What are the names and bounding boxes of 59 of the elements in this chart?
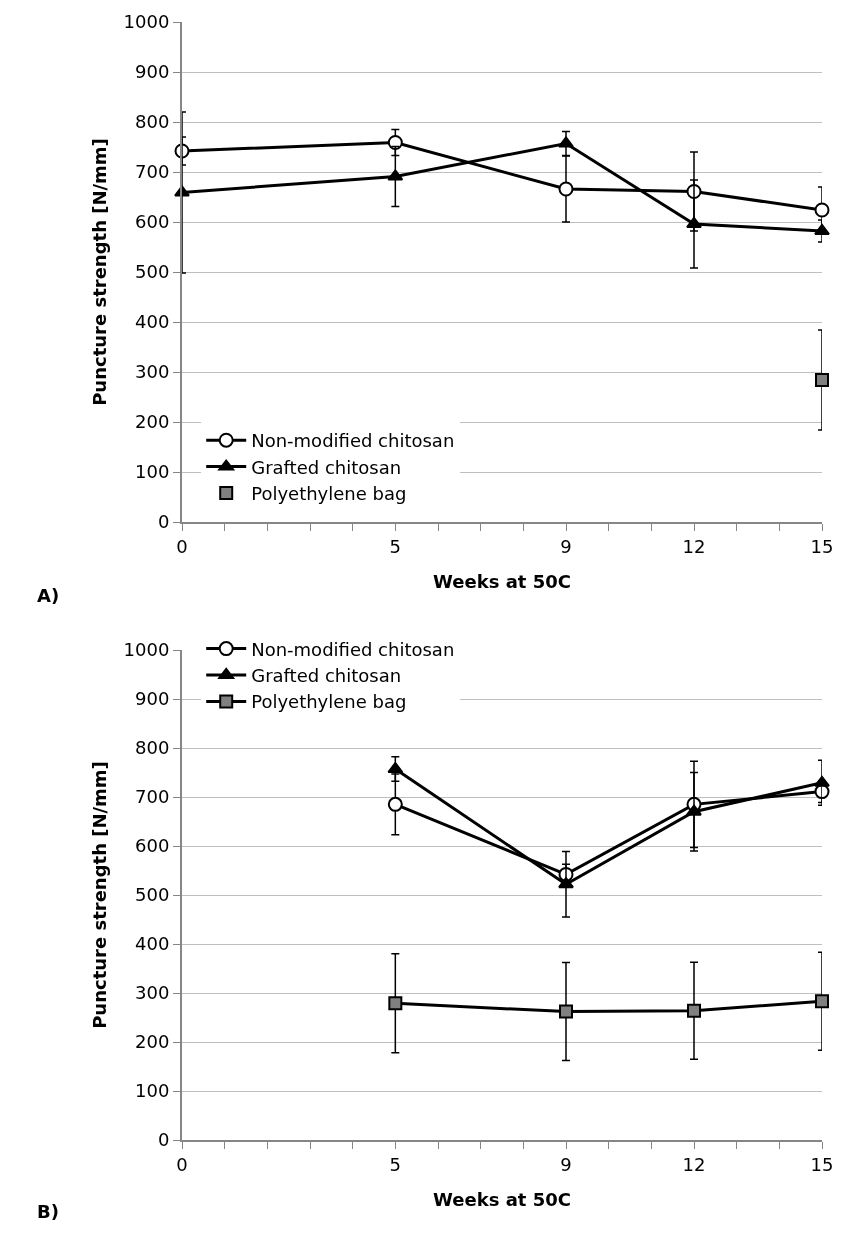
y-tick-label: 1000 xyxy=(123,11,170,33)
y-tick-label: 800 xyxy=(135,737,170,759)
point xyxy=(559,1004,573,1019)
x-tick-label: 9 xyxy=(560,535,572,557)
point xyxy=(687,1003,701,1018)
y-tick-label: 300 xyxy=(135,982,170,1004)
y-tick-label: 400 xyxy=(135,933,170,955)
point xyxy=(558,181,574,197)
x-tick-label: 12 xyxy=(682,1153,706,1175)
x-axis-title: Weeks at 50C xyxy=(433,571,571,593)
legend-label: Polyethylene bag xyxy=(251,483,407,505)
point xyxy=(814,775,830,787)
y-tick-label: 200 xyxy=(135,411,170,433)
point xyxy=(387,135,403,150)
y-tick-label: 100 xyxy=(135,1080,170,1102)
y-tick-label: 600 xyxy=(135,211,170,233)
y-tick-label: 800 xyxy=(135,111,170,133)
legend-label: Grafted chitosan xyxy=(251,665,402,687)
legend-label: Non-modified chitosan xyxy=(251,430,455,452)
y-tick-label: 200 xyxy=(135,1031,170,1053)
legend-label: Grafted chitosan xyxy=(251,456,402,478)
y-tick-label: 700 xyxy=(135,161,170,183)
y-tick-label: 500 xyxy=(135,261,170,283)
point xyxy=(387,762,404,774)
text: A) xyxy=(37,585,60,606)
x-tick-label: 15 xyxy=(810,1153,834,1175)
y-axis-title: Puncture strength [N/mm] xyxy=(89,138,111,406)
y-tick-label: 400 xyxy=(135,311,170,333)
point xyxy=(558,877,574,889)
point xyxy=(815,994,829,1009)
x-tick-label: 15 xyxy=(810,535,834,557)
x-axis-title: Weeks at 50C xyxy=(433,1189,571,1211)
legend-label: Polyethylene bag xyxy=(251,691,407,713)
y-tick-label: 900 xyxy=(135,61,170,83)
x-tick-label: 5 xyxy=(389,1153,402,1175)
y-tick-label: 900 xyxy=(135,688,170,710)
x-tick-label: 12 xyxy=(682,535,706,557)
y-tick-label: 600 xyxy=(135,835,170,857)
x-tick-label: 9 xyxy=(560,1153,572,1175)
y-axis-title: Puncture strength [N/mm] xyxy=(89,761,111,1029)
point xyxy=(387,796,403,812)
x-tick-label: 0 xyxy=(176,1153,188,1175)
y-tick-label: 1000 xyxy=(123,639,170,661)
y-tick-label: 0 xyxy=(157,1129,170,1151)
point xyxy=(686,804,702,816)
text: B) xyxy=(37,1201,59,1222)
y-tick-label: 500 xyxy=(135,884,170,906)
point xyxy=(814,202,830,218)
x-tick-label: 0 xyxy=(176,535,188,557)
y-tick-label: 300 xyxy=(135,361,170,383)
point xyxy=(815,373,829,387)
x-tick-label: 5 xyxy=(389,535,402,557)
legend-label: Non-modified chitosan xyxy=(251,638,455,660)
y-tick-label: 0 xyxy=(157,511,170,533)
y-tick-label: 100 xyxy=(135,461,170,483)
y-tick-label: 700 xyxy=(135,786,170,808)
point xyxy=(558,136,574,148)
point xyxy=(387,169,404,181)
point xyxy=(388,996,403,1011)
